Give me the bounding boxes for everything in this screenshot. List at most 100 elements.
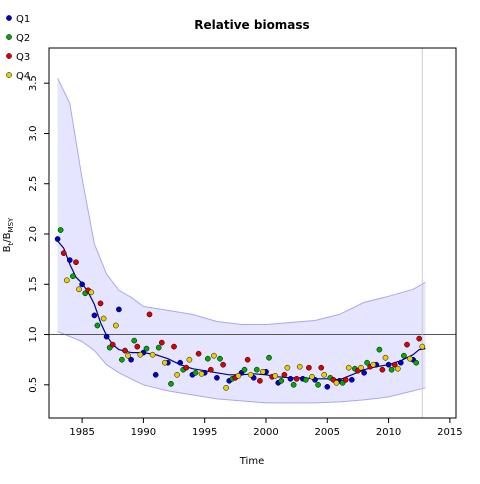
confidence-band	[57, 77, 426, 404]
point-q4	[284, 364, 291, 371]
point-q2	[253, 366, 260, 373]
point-q3	[171, 343, 177, 350]
point-q2	[278, 377, 285, 384]
point-q1	[66, 257, 73, 263]
point-q3	[207, 366, 214, 373]
point-q2	[266, 354, 272, 361]
x-tick-label: 1995	[192, 427, 217, 438]
point-q3	[109, 341, 116, 348]
y-axis-label-slash: /	[2, 239, 13, 243]
point-q1	[128, 356, 134, 363]
legend-marker-q1	[6, 15, 12, 21]
band-upper-edge	[57, 77, 426, 325]
point-q2	[143, 345, 150, 352]
legend-label-q2: Q2	[16, 33, 30, 44]
point-q4	[394, 365, 401, 372]
point-q3	[97, 300, 104, 307]
point-q2	[217, 355, 223, 362]
point-q4	[407, 355, 413, 362]
point-q4	[125, 352, 131, 359]
point-q4	[76, 286, 82, 293]
point-q2	[192, 369, 199, 376]
point-q1	[91, 312, 98, 319]
point-q3	[379, 366, 386, 373]
point-q3	[244, 356, 251, 363]
y-tick-label: 2.0	[28, 226, 39, 242]
point-q2	[290, 381, 297, 388]
point-q4	[333, 379, 340, 386]
point-q1	[177, 359, 184, 366]
point-q1	[152, 371, 159, 378]
y-tick-label: 2.5	[28, 176, 39, 192]
point-q2	[155, 344, 162, 351]
point-q4	[247, 371, 254, 378]
plot-frame	[48, 47, 457, 419]
point-q3	[158, 339, 165, 346]
y-axis-label-main-2: B	[2, 232, 13, 239]
point-q4	[112, 322, 119, 329]
point-q2	[131, 337, 138, 344]
point-q2	[413, 359, 420, 366]
point-q3	[293, 375, 300, 382]
point-q4	[100, 315, 107, 322]
point-q2	[119, 356, 125, 363]
point-q3	[122, 347, 128, 354]
point-q1	[385, 361, 392, 368]
point-q3	[146, 311, 153, 318]
point-q3	[391, 361, 398, 368]
point-q3	[134, 343, 141, 350]
x-tick-label: 2005	[315, 427, 340, 438]
point-q3	[416, 335, 423, 342]
x-tick-label: 1990	[131, 427, 156, 438]
point-q1	[397, 359, 404, 366]
point-q3	[306, 364, 312, 371]
point-q3	[183, 364, 190, 371]
point-q3	[195, 350, 202, 357]
point-q4	[186, 356, 193, 363]
point-q2	[302, 376, 309, 383]
point-q2	[315, 381, 321, 388]
band-fill	[57, 78, 426, 403]
x-tick-label: 2000	[253, 427, 278, 438]
point-q4	[382, 354, 389, 361]
point-q1	[361, 369, 367, 376]
point-q2	[204, 355, 211, 362]
point-q4	[137, 351, 144, 358]
y-tick-label: 1.0	[28, 327, 39, 343]
point-q4	[272, 372, 279, 379]
legend-label-q3: Q3	[16, 52, 30, 63]
x-axis: 1985 1990 1995 2000 2005 2010 2015	[69, 418, 463, 438]
point-q4	[88, 289, 95, 296]
chart-title: Relative biomass	[194, 18, 309, 32]
point-q4	[63, 277, 70, 284]
point-q1	[214, 374, 220, 381]
point-q4	[370, 361, 377, 368]
point-q1	[103, 333, 110, 340]
point-q2	[376, 346, 383, 353]
legend-marker-q3	[6, 53, 12, 59]
point-q4	[345, 364, 352, 371]
x-axis-label: Time	[239, 456, 264, 467]
point-q2	[70, 273, 76, 280]
y-tick-label: 3.5	[28, 75, 39, 91]
x-tick-label: 2015	[437, 427, 462, 438]
point-q4	[149, 351, 156, 358]
y-axis-label: Bt/BMSY	[2, 217, 15, 252]
point-q2	[168, 380, 174, 387]
point-q3	[257, 377, 263, 384]
point-q2	[57, 227, 64, 233]
point-q2	[401, 352, 407, 359]
legend-marker-q4	[6, 72, 12, 78]
legend-label-q1: Q1	[16, 14, 30, 25]
point-q4	[321, 371, 328, 378]
point-q4	[161, 359, 168, 366]
point-q3	[73, 259, 79, 266]
point-q4	[198, 370, 205, 377]
band-lower-edge	[57, 331, 426, 404]
reference-lines	[49, 48, 456, 418]
point-q4	[174, 371, 180, 378]
legend: Q1 Q2 Q3 Q4	[6, 14, 30, 82]
trend-line-path	[57, 240, 426, 381]
